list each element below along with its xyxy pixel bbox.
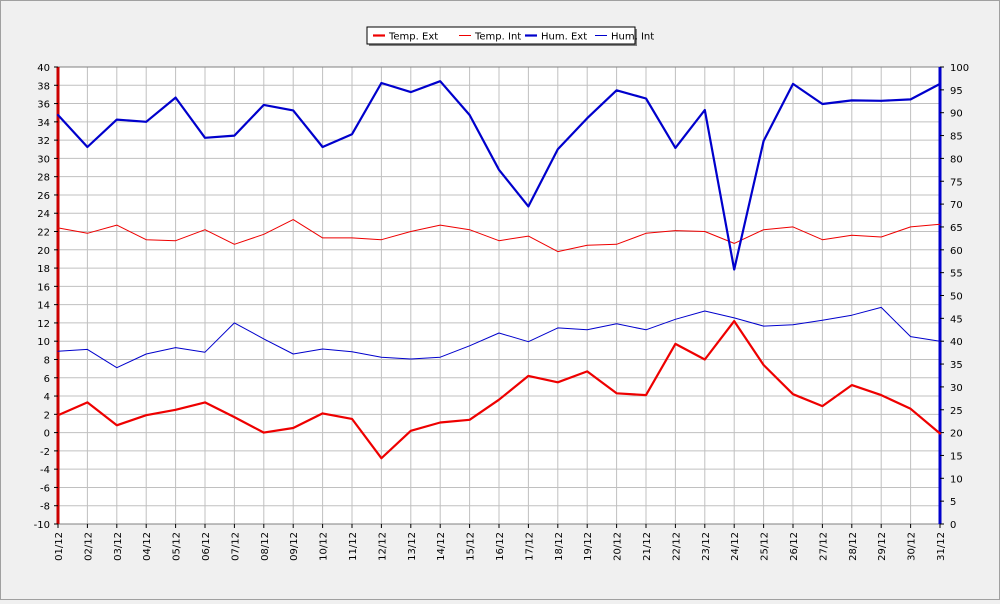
x-tick-label: 28/12 bbox=[848, 532, 859, 561]
y-right-tick-label: 40 bbox=[950, 337, 963, 348]
y-right-tick-label: 90 bbox=[950, 109, 963, 120]
x-tick-label: 24/12 bbox=[730, 532, 741, 561]
y-left-tick-label: 24 bbox=[37, 209, 50, 220]
y-left-tick-label: 36 bbox=[37, 100, 50, 111]
legend-label: Hum. Ext bbox=[541, 32, 587, 43]
x-tick-label: 14/12 bbox=[436, 532, 447, 561]
x-tick-label: 23/12 bbox=[701, 532, 712, 561]
y-left-tick-label: 20 bbox=[37, 246, 50, 257]
series-line-temp-int bbox=[57, 219, 941, 253]
legend-label: Hum. Int bbox=[611, 32, 654, 43]
y-left-tick-label: 30 bbox=[37, 154, 50, 165]
y-right-tick-label: 45 bbox=[950, 314, 963, 325]
x-tick-label: 16/12 bbox=[495, 532, 506, 561]
x-tick-label: 06/12 bbox=[201, 532, 212, 561]
y-left-tick-label: 40 bbox=[37, 63, 50, 74]
x-tick-label: 30/12 bbox=[907, 532, 918, 561]
x-tick-label: 26/12 bbox=[789, 532, 800, 561]
x-tick-label: 05/12 bbox=[172, 532, 183, 561]
y-right-tick-label: 25 bbox=[950, 406, 963, 417]
x-tick-label: 04/12 bbox=[142, 532, 153, 561]
x-tick-label: 10/12 bbox=[319, 532, 330, 561]
y-left-tick-label: 34 bbox=[37, 118, 50, 129]
y-right-tick-label: 60 bbox=[950, 246, 963, 257]
y-left-tick-label: 22 bbox=[37, 228, 50, 239]
y-right-tick-label: 80 bbox=[950, 154, 963, 165]
y-right-tick-label: 65 bbox=[950, 223, 963, 234]
y-right-tick-label: 30 bbox=[950, 383, 963, 394]
x-tick-label: 07/12 bbox=[230, 532, 241, 561]
y-left-tick-label: -2 bbox=[40, 447, 50, 458]
y-left-tick-label: 28 bbox=[37, 173, 50, 184]
y-right-tick-label: 70 bbox=[950, 200, 963, 211]
x-tick-label: 17/12 bbox=[524, 532, 535, 561]
y-left-tick-label: 32 bbox=[37, 136, 50, 147]
y-left-tick-label: 14 bbox=[37, 301, 50, 312]
y-left-tick-label: 18 bbox=[37, 264, 50, 275]
y-right-tick-label: 100 bbox=[950, 63, 969, 74]
y-left-tick-label: 0 bbox=[44, 429, 50, 440]
y-right-tick-label: 5 bbox=[950, 497, 956, 508]
legend-label: Temp. Int bbox=[474, 32, 521, 43]
y-left-tick-label: 2 bbox=[44, 410, 50, 421]
x-tick-label: 01/12 bbox=[54, 532, 65, 561]
x-tick-label: 21/12 bbox=[642, 532, 653, 561]
y-right-tick-label: 75 bbox=[950, 177, 963, 188]
legend-label: Temp. Ext bbox=[388, 32, 438, 43]
x-tick-label: 15/12 bbox=[466, 532, 477, 561]
y-left-tick-label: 16 bbox=[37, 282, 50, 293]
x-tick-label: 20/12 bbox=[613, 532, 624, 561]
series-line-hum-ext bbox=[56, 80, 942, 271]
y-right-tick-label: 15 bbox=[950, 451, 963, 462]
legend-box bbox=[366, 26, 636, 45]
y-right-tick-label: 55 bbox=[950, 269, 963, 280]
y-left-tick-label: 6 bbox=[44, 374, 50, 385]
y-left-tick-label: -10 bbox=[34, 520, 50, 531]
x-tick-label: 11/12 bbox=[348, 532, 359, 561]
y-left-tick-label: -4 bbox=[40, 465, 50, 476]
y-right-tick-label: 20 bbox=[950, 429, 963, 440]
x-tick-label: 22/12 bbox=[671, 532, 682, 561]
y-left-tick-label: 26 bbox=[37, 191, 50, 202]
x-tick-label: 31/12 bbox=[936, 532, 947, 561]
y-right-tick-label: 95 bbox=[950, 86, 963, 97]
y-right-tick-label: 35 bbox=[950, 360, 963, 371]
y-right-tick-label: 85 bbox=[950, 132, 963, 143]
y-left-tick-label: 4 bbox=[44, 392, 50, 403]
y-left-tick-label: 12 bbox=[37, 319, 50, 330]
y-left-tick-label: -8 bbox=[40, 502, 50, 513]
x-tick-label: 02/12 bbox=[83, 532, 94, 561]
x-tick-label: 18/12 bbox=[554, 532, 565, 561]
y-right-tick-label: 0 bbox=[950, 520, 956, 531]
y-right-tick-label: 50 bbox=[950, 292, 963, 303]
y-left-tick-label: 8 bbox=[44, 355, 50, 366]
x-tick-label: 27/12 bbox=[818, 532, 829, 561]
y-right-tick-label: 10 bbox=[950, 474, 963, 485]
x-tick-label: 09/12 bbox=[289, 532, 300, 561]
x-tick-label: 13/12 bbox=[407, 532, 418, 561]
x-tick-label: 08/12 bbox=[260, 532, 271, 561]
y-left-tick-label: -6 bbox=[40, 483, 50, 494]
y-left-tick-label: 38 bbox=[37, 81, 50, 92]
series-line-hum-int bbox=[57, 306, 941, 369]
x-tick-label: 19/12 bbox=[583, 532, 594, 561]
x-tick-label: 03/12 bbox=[113, 532, 124, 561]
x-tick-label: 12/12 bbox=[377, 532, 388, 561]
x-tick-label: 25/12 bbox=[760, 532, 771, 561]
series-line-temp-ext bbox=[56, 320, 942, 460]
x-tick-label: 29/12 bbox=[877, 532, 888, 561]
y-left-tick-label: 10 bbox=[37, 337, 50, 348]
